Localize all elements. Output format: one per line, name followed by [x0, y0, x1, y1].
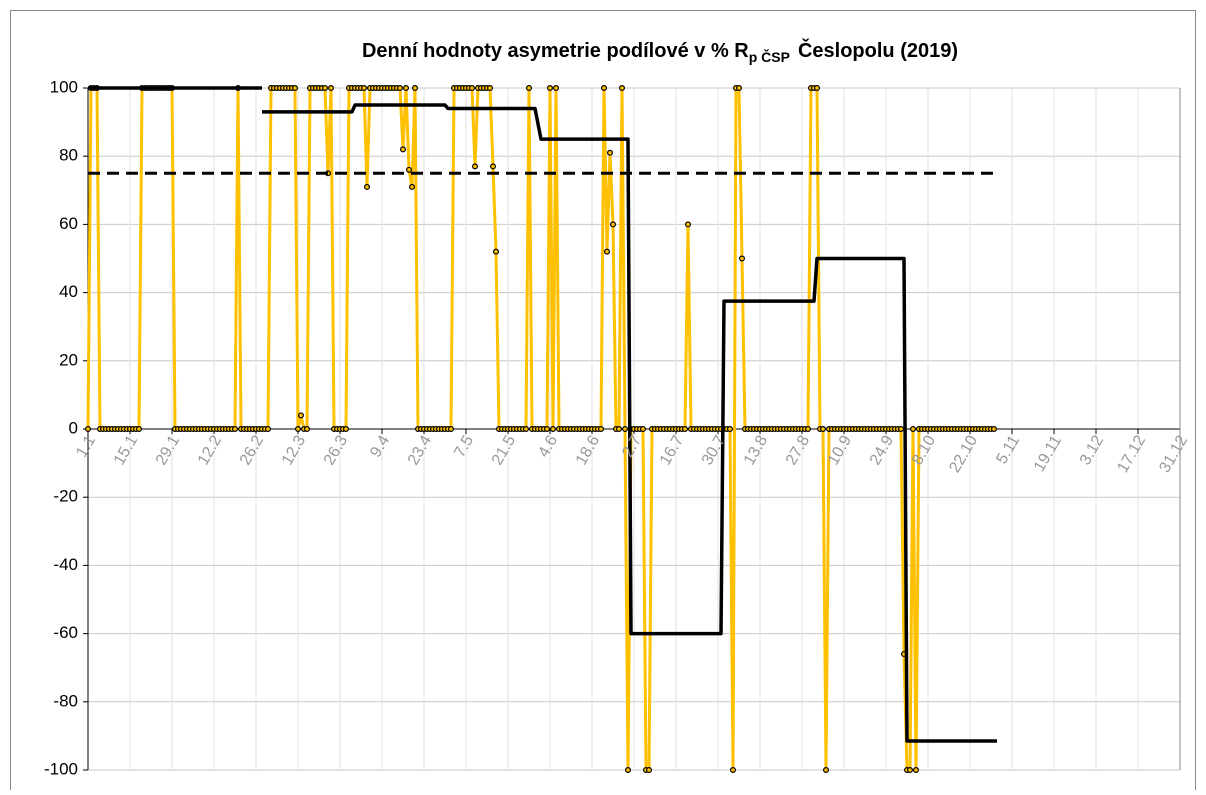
point-marker [322, 84, 329, 91]
title-main: Denní hodnoty asymetrie podílové v % R [362, 40, 749, 62]
point-marker [409, 183, 416, 190]
point-marker [403, 84, 410, 91]
y-tick-label: -100 [44, 759, 78, 778]
point-marker [361, 84, 368, 91]
point-marker [990, 426, 997, 433]
y-tick-label: 60 [59, 214, 78, 233]
point-marker [400, 146, 407, 153]
y-tick-label: -60 [53, 623, 78, 642]
point-marker [681, 426, 688, 433]
point-marker [912, 766, 919, 773]
point-marker [549, 426, 556, 433]
point-marker [364, 183, 371, 190]
point-marker [726, 426, 733, 433]
point-marker [448, 426, 455, 433]
point-marker [603, 248, 610, 255]
point-marker [738, 255, 745, 262]
point-marker [735, 84, 742, 91]
point-marker [819, 426, 826, 433]
point-marker [639, 426, 646, 433]
point-marker [265, 426, 272, 433]
point-marker [597, 426, 604, 433]
point-marker [487, 84, 494, 91]
point-marker [618, 84, 625, 91]
point-marker [84, 426, 91, 433]
y-tick-label: 40 [59, 282, 78, 301]
point-marker [522, 426, 529, 433]
point-marker [609, 221, 616, 228]
point-marker [493, 248, 500, 255]
point-marker [600, 84, 607, 91]
point-marker [472, 163, 479, 170]
point-marker [813, 84, 820, 91]
y-tick-label: 80 [59, 146, 78, 165]
y-tick-label: -40 [53, 555, 78, 574]
point-marker [615, 426, 622, 433]
point-marker [295, 426, 302, 433]
title-suffix: Česlopolu (2019) [798, 38, 958, 62]
point-marker [136, 426, 143, 433]
point-marker [804, 426, 811, 433]
y-tick-label: -80 [53, 691, 78, 710]
point-marker [328, 84, 335, 91]
point-marker [909, 426, 916, 433]
point-marker [406, 166, 413, 173]
point-marker [906, 766, 913, 773]
point-marker [412, 84, 419, 91]
y-tick-label: -20 [53, 487, 78, 506]
title-subscript: p ČSP [749, 48, 790, 65]
point-marker [292, 84, 299, 91]
point-marker [684, 221, 691, 228]
chart-title: Denní hodnoty asymetrie podílové v % Rp … [362, 38, 958, 64]
point-marker [897, 426, 904, 433]
point-marker [232, 426, 239, 433]
point-marker [490, 163, 497, 170]
y-tick-label: 20 [59, 350, 78, 369]
point-marker [469, 84, 476, 91]
point-marker [304, 426, 311, 433]
point-marker [621, 426, 628, 433]
point-marker [543, 426, 550, 433]
point-marker [525, 84, 532, 91]
point-marker [645, 766, 652, 773]
point-marker [822, 766, 829, 773]
point-marker [343, 426, 350, 433]
y-tick-label: 0 [69, 418, 78, 437]
point-marker [552, 84, 559, 91]
series-line [262, 103, 997, 743]
y-tick-label: 100 [50, 77, 78, 96]
point-marker [298, 412, 305, 419]
point-marker [624, 766, 631, 773]
point-marker [546, 84, 553, 91]
point-marker [397, 84, 404, 91]
point-marker [606, 149, 613, 156]
point-marker [729, 766, 736, 773]
